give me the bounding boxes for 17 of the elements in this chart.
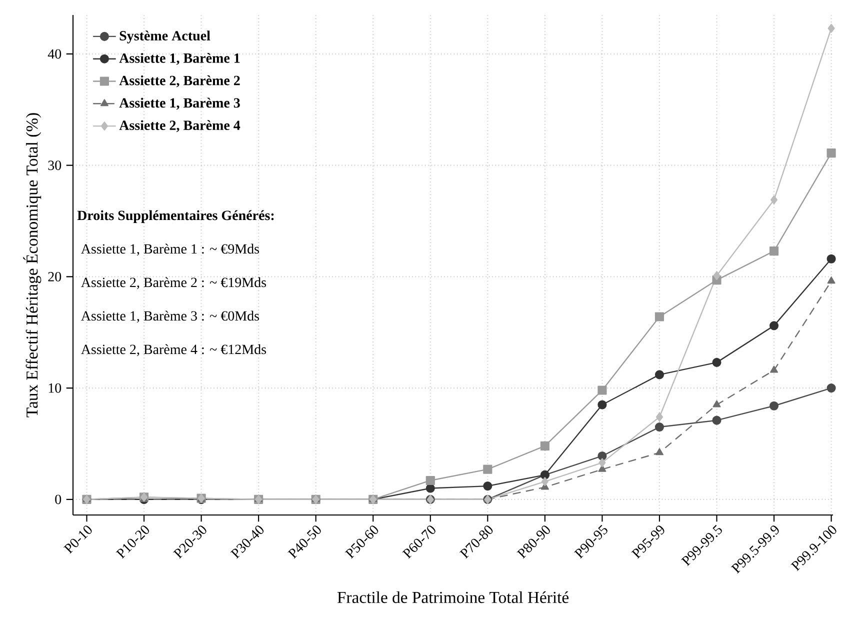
annotation: Assiette 1, Barème 1 : ~ €9Mds xyxy=(81,244,260,256)
legend-label: Assiette 2, Barème 4 xyxy=(119,120,240,132)
annotation: Assiette 2, Barème 2 : ~ €19Mds xyxy=(81,277,266,290)
legend-label: Système Actuel xyxy=(120,30,210,44)
y-tick-label: 30 xyxy=(48,160,62,170)
y-tick-label: 10 xyxy=(48,383,62,393)
annotation: Droits Supplémentaires Générés: xyxy=(77,210,274,223)
legend-label: Assiette 1, Barème 3 xyxy=(119,98,240,110)
annotation: Assiette 2, Barème 4 : ~ €12Mds xyxy=(81,344,266,356)
legend-label: Assiette 2, Barème 2 xyxy=(119,75,240,88)
legend-label: Assiette 1, Barème 1 xyxy=(119,52,240,65)
y-tick-label: 40 xyxy=(48,49,62,59)
x-axis-title: Fractile de Patrimoine Total Hérité xyxy=(337,591,569,604)
y-tick-label: 0 xyxy=(55,494,62,504)
y-tick-label: 20 xyxy=(48,272,62,282)
annotation: Assiette 1, Barème 3 : ~ €0Mds xyxy=(81,310,260,323)
y-axis-title: Taux Effectif Héritage Économique Total (%) xyxy=(23,113,42,418)
